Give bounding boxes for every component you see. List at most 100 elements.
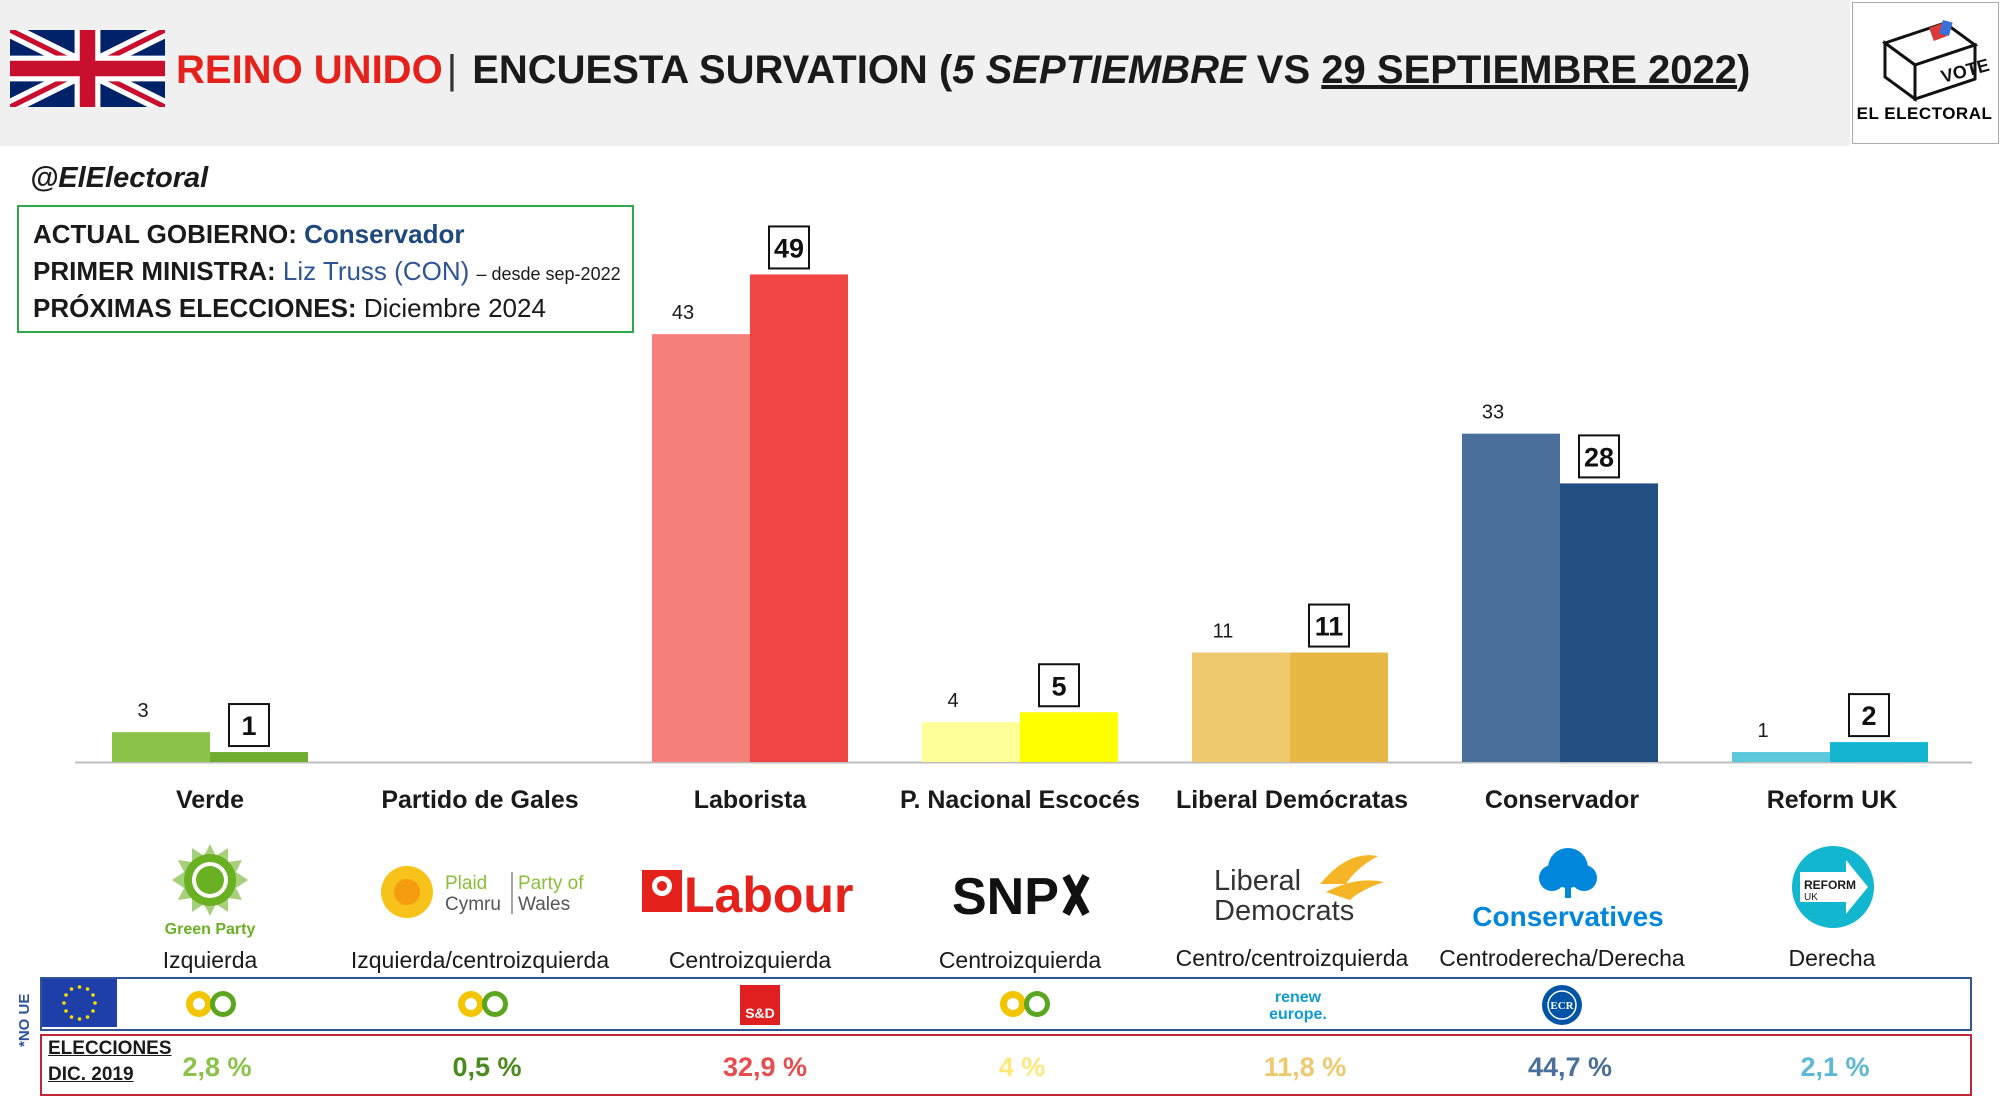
bar-conservador-sep5 [1462,433,1560,762]
ideology-verde: Izquierda [162,947,258,973]
green-party-logo: Green Party [165,844,256,938]
data-label-box-verde-sep29 [228,703,270,748]
plaid-text-4: Wales [518,894,570,915]
reform-text-1: REFORM [1804,878,1856,892]
plaid-text-3: Party of [518,873,584,894]
snp-logo: SNP [952,868,1090,926]
election-result-reform: 2,1 % [1800,1052,1870,1082]
conservatives-text: Conservatives [1472,901,1663,932]
title-separator: | [446,48,458,92]
title-pollster: SURVATION [698,48,928,92]
conservatives-logo: Conservatives [1472,848,1664,932]
elections-2019-row [40,1034,1972,1096]
data-label-box-libdem-sep29 [1308,603,1350,648]
greens-efa-icon [186,991,236,1017]
data-label-reform-sep29: 2 [1861,701,1876,731]
plaid-text-1: Plaid [445,873,487,894]
ecr-text: ECR [1550,1000,1574,1012]
header-band [0,0,1850,146]
info-gov-line: ACTUAL GOBIERNO: Conservador [33,219,464,250]
party-name-verde: Verde [175,786,245,814]
ideology-snp: Centroizquierda [938,947,1102,973]
uk-flag-icon [10,30,165,107]
data-label-conservador-sep29: 28 [1584,442,1614,472]
green-party-text: Green Party [165,921,256,938]
elections-label-1: ELECCIONES [48,1038,172,1059]
logo-name: EL ELECTORAL [1856,104,1993,123]
reform-text-2: UK [1804,892,1818,903]
greens-efa-icon [458,991,508,1017]
bar-snp-sep29 [1020,712,1118,762]
eu-group-row [40,977,1972,1031]
snp-knot-icon [1062,874,1090,916]
data-label-verde-sep29: 1 [241,711,256,741]
data-label-laborista-sep5: 43 [672,302,694,324]
ideology-reform: Derecha [1788,945,1876,971]
libdem-text-1: Liberal [1214,865,1301,897]
twitter-handle: @ElElectoral [30,162,209,194]
data-label-reform-sep5: 1 [1757,720,1768,742]
title-prefix: ENCUESTA [472,48,688,92]
election-result-verde: 2,8 % [182,1052,252,1082]
ideology-gales: Izquierda/centroizquierda [350,947,610,973]
sd-group-icon: S&D [740,985,780,1025]
tree-icon [1539,848,1597,898]
info-next-value: Diciembre 2024 [363,293,546,323]
title-date-a: 5 SEPTIEMBRE [952,48,1246,92]
bar-verde-sep29 [210,752,308,762]
libdem-logo: Liberal Democrats [1214,855,1384,927]
title-country: REINO UNIDO [176,48,443,92]
bar-reform-sep5 [1732,752,1830,762]
data-label-libdem-sep29: 11 [1315,612,1344,642]
data-label-box-snp-sep29 [1038,663,1080,708]
data-label-snp-sep5: 4 [947,690,958,712]
reform-uk-logo: REFORM UK [1792,846,1874,928]
ideology-conservador: Centroderecha/Derecha [1439,945,1685,971]
bar-libdem-sep29 [1290,652,1388,762]
no-eu-label-wrapper: *NO UE [14,977,36,1047]
election-result-conservador: 44,7 % [1527,1052,1613,1082]
bar-laborista-sep29 [750,274,848,762]
rose-icon [642,870,682,912]
bird-icon [1320,855,1384,900]
page-title: REINO UNIDO | ENCUESTA SURVATION (5 SEPTI… [176,48,1750,93]
eu-flag-icon [42,979,117,1027]
election-result-libdem: 11,8 % [1263,1052,1347,1082]
bar-conservador-sep29 [1560,483,1658,762]
info-pm-note: – desde sep-2022 [476,264,621,284]
ideology-laborista: Centroizquierda [668,947,832,973]
election-result-snp: 4 % [998,1052,1046,1082]
bar-libdem-sep5 [1192,652,1290,762]
title-vs: VS [1256,48,1311,92]
party-name-conservador: Conservador [1484,786,1640,814]
info-pm-label: PRIMER MINISTRA: [33,256,276,286]
plaid-cymru-logo: Plaid Cymru Party of Wales [381,866,584,918]
snp-text: SNP [952,868,1059,926]
info-gov-label: ACTUAL GOBIERNO: [33,219,297,249]
info-gov-value: Conservador [304,219,465,249]
info-pm-line: PRIMER MINISTRA: Liz Truss (CON) – desde… [33,256,621,287]
party-name-laborista: Laborista [693,786,807,814]
daffodil-icon [381,866,433,918]
renew-text-1: renew [1275,989,1322,1006]
labour-text: Labour [684,867,853,923]
arrow-right-icon [1800,860,1868,914]
election-result-gales: 0,5 % [452,1052,522,1082]
data-label-box-conservador-sep29 [1578,434,1620,479]
party-name-reform: Reform UK [1766,786,1898,814]
party-name-libdem: Liberal Demócratas [1175,786,1409,814]
greens-efa-icon [1000,991,1050,1017]
party-name-gales: Partido de Gales [381,786,579,814]
party-name-snp: P. Nacional Escocés [900,786,1140,814]
bar-snp-sep5 [922,722,1020,762]
elections-label-2: DIC. 2019 [48,1064,134,1085]
data-label-conservador-sep5: 33 [1482,402,1504,424]
el-electoral-logo: VOTE [1852,2,1999,144]
plaid-text-2: Cymru [445,894,501,915]
data-label-box-reform-sep29 [1848,693,1890,738]
no-eu-label: *NO UE [16,993,33,1047]
info-pm-value: Liz Truss (CON) [282,256,470,286]
sd-text: S&D [745,1005,775,1021]
data-label-libdem-sep5: 11 [1213,621,1234,643]
title-close-paren: ) [1737,48,1751,92]
